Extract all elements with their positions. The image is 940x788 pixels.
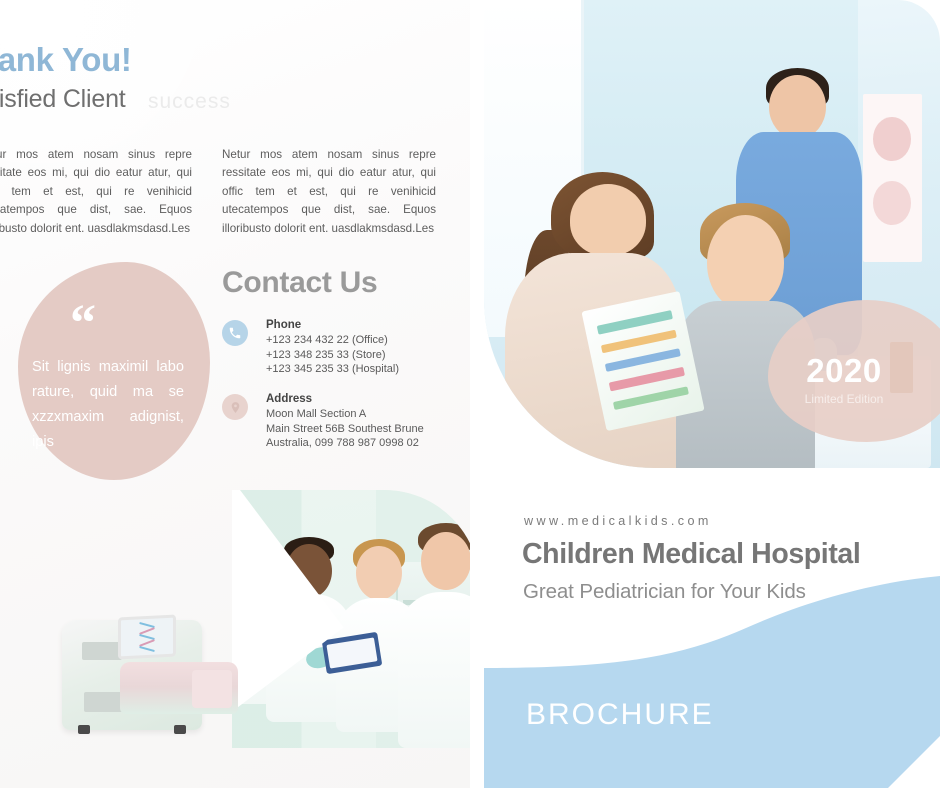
blue-wave-shape [484, 576, 940, 788]
contact-phone-line: +123 234 432 22 (Office) [266, 334, 388, 346]
dna-helix-icon [139, 621, 155, 653]
machine-tray-door [192, 670, 232, 708]
contact-heading: Contact Us [222, 266, 378, 299]
brand-url: www.medicalkids.com [524, 514, 712, 528]
badge-year: 2020 [806, 352, 882, 389]
phone-icon [222, 320, 248, 346]
testimonial-blob [18, 262, 210, 480]
dna-sequencer-machine [56, 610, 244, 756]
machine-screen [118, 614, 176, 660]
badge-subtitle: Limited Edition [804, 392, 884, 406]
contact-address-label: Address [266, 393, 313, 405]
contact-address-line: Australia, 099 788 987 0998 02 [266, 437, 419, 449]
body-paragraph-2: Netur mos atem nosam sinus repre ressita… [222, 148, 436, 235]
contact-address-line: Main Street 56B Southest Brune [266, 422, 424, 435]
contact-address-line: Moon Mall Section A [266, 408, 367, 420]
hero-poster [862, 93, 922, 263]
page-title: Thank You! [0, 41, 132, 78]
machine-vent [82, 642, 122, 660]
address-icon [222, 394, 248, 420]
body-paragraph-1: Netur mos atem nosam sinus repre ressita… [0, 148, 192, 235]
contact-phone-body: Phone +123 234 432 22 (Office) +123 348 … [266, 318, 399, 377]
right-panel: 2020 Limited Edition www.medicalkids.com… [484, 0, 940, 788]
brand-name: Children Medical Hospital [522, 538, 861, 570]
contact-phone-line: +123 345 235 33 (Hospital) [266, 363, 400, 375]
machine-foot [78, 725, 90, 734]
testimonial-text: Sit lignis maximil labo rature, quid ma … [32, 359, 184, 450]
machine-tray [120, 662, 238, 714]
machine-vent [84, 692, 126, 712]
machine-foot [174, 725, 186, 734]
medical-team-photo [232, 490, 470, 748]
brochure-label: BROCHURE [526, 698, 714, 731]
contact-phone-label: Phone [266, 319, 302, 331]
quote-mark-icon: “ [70, 295, 96, 352]
year-badge [768, 300, 940, 442]
watermark-text: success [148, 90, 231, 113]
brand-tagline: Great Pediatrician for Your Kids [523, 580, 806, 603]
photo-person [398, 523, 470, 748]
panel-gutter [470, 0, 484, 788]
left-panel: Thank You! Satisfied Client success Netu… [0, 0, 470, 788]
contact-phone-line: +123 348 235 33 (Store) [266, 348, 386, 361]
page-subtitle: Satisfied Client [0, 85, 126, 113]
contact-address-body: Address Moon Mall Section A Main Street … [266, 392, 424, 451]
